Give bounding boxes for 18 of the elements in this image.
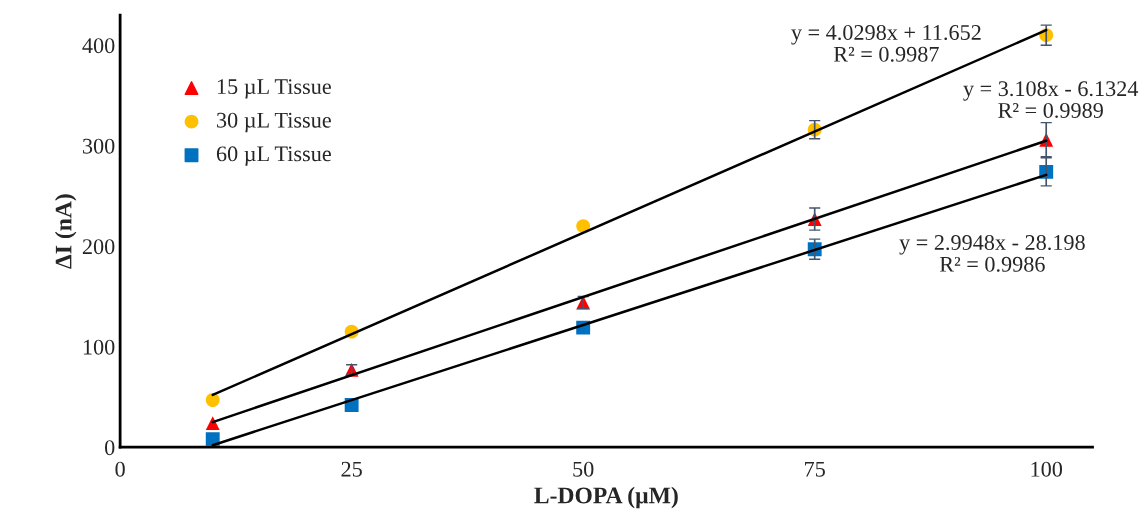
y-tick-label: 100 [83, 339, 115, 355]
x-tick-label: 100 [1031, 461, 1063, 477]
annotation: y = 3.108x - 6.1324 R² = 0.9989 [963, 81, 1139, 119]
x-tick-label: 0 [115, 461, 125, 477]
x-tick-label: 50 [573, 461, 594, 477]
y-axis-title: ΔI (nA) [54, 194, 77, 269]
legend-label: 30 µL Tissue [217, 112, 331, 133]
y-tick-label: 400 [82, 38, 115, 54]
y-tick-label: 300 [82, 138, 115, 154]
x-tick-label: 25 [341, 461, 362, 477]
x-tick-label: 75 [805, 461, 825, 477]
y-tick-label: 200 [82, 239, 115, 255]
annotation: y = 4.0298x + 11.652 R² = 0.9987 [791, 24, 981, 62]
x-axis-title: L-DOPA (µM) [534, 486, 678, 509]
y-tick-label: 0 [104, 440, 115, 456]
legend-label: 15 µL Tissue [217, 79, 331, 99]
legend-label: 60 µL Tissue [216, 146, 331, 166]
annotation: y = 2.9948x - 28.198 R² = 0.9986 [899, 234, 1085, 272]
